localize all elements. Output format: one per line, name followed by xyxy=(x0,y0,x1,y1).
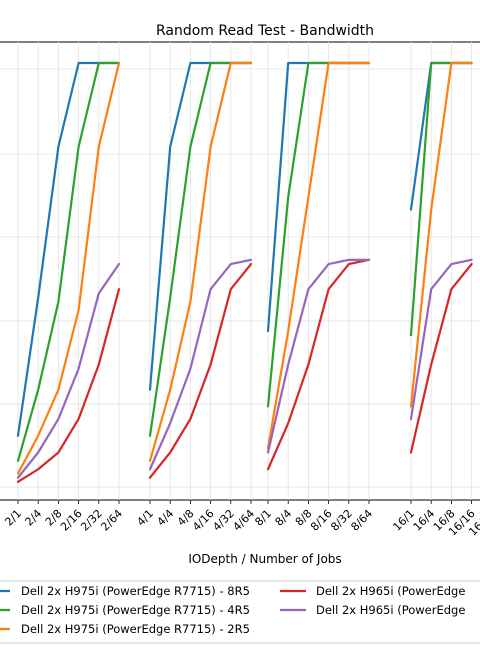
x-tick-label: 4/32 xyxy=(210,507,237,534)
series-line-4 xyxy=(16,288,121,483)
x-tick-label: 4/4 xyxy=(155,507,177,529)
series-line-2 xyxy=(148,61,253,437)
series-line-5 xyxy=(409,258,473,421)
x-tick-label: 4/16 xyxy=(190,507,217,534)
legend: Dell 2x H975i (PowerEdge R7715) - 8R5 Del… xyxy=(0,580,480,644)
x-tick-label: 16/1 xyxy=(390,507,417,534)
x-tick-label: 16/4 xyxy=(411,507,438,534)
legend-label: Dell 2x H975i (PowerEdge R7715) - 8R5 xyxy=(21,584,250,598)
series-line-4 xyxy=(409,262,473,454)
series-line-5 xyxy=(148,258,253,471)
legend-box xyxy=(0,580,480,644)
series-line-1 xyxy=(266,61,371,333)
x-tick-label: 4/1 xyxy=(134,507,156,529)
series-line-5 xyxy=(266,258,371,454)
x-tick-label: 8/4 xyxy=(273,507,295,529)
x-tick-label: 8/16 xyxy=(308,507,335,534)
series-line-3 xyxy=(266,61,371,450)
x-tick-label: 2/16 xyxy=(58,507,85,534)
x-tick-label: 2/64 xyxy=(98,507,125,534)
legend-label: Dell 2x H975i (PowerEdge R7715) - 2R5 xyxy=(21,622,250,636)
x-tick-label: 8/1 xyxy=(252,507,274,529)
plot-frame xyxy=(0,41,480,501)
series-line-3 xyxy=(148,61,253,462)
legend-label: Dell 2x H965i (PowerEdge xyxy=(316,584,465,598)
series-line-5 xyxy=(16,262,121,479)
x-tick-label: 2/32 xyxy=(78,507,105,534)
x-tick-label: 2/1 xyxy=(2,507,24,529)
series-line-4 xyxy=(266,258,371,471)
chart-title: Random Read Test - Bandwidth xyxy=(156,23,374,39)
x-tick-label: 8/64 xyxy=(348,507,375,534)
series-line-2 xyxy=(16,61,121,462)
x-axis-label: IODepth / Number of Jobs xyxy=(188,552,341,566)
x-tick-label: 8/32 xyxy=(328,507,355,534)
series-line-2 xyxy=(409,61,473,337)
legend-label: Dell 2x H975i (PowerEdge R7715) - 4R5 xyxy=(21,603,250,617)
series-line-3 xyxy=(409,61,473,408)
legend-label: Dell 2x H965i (PowerEdge xyxy=(316,603,465,617)
series-line-3 xyxy=(16,61,121,475)
x-tick-label: 2/4 xyxy=(23,507,45,529)
series-line-1 xyxy=(16,61,121,437)
plot-area: 2/12/42/82/162/322/64 4/14/44/84/164/324/… xyxy=(0,41,480,539)
series-line-4 xyxy=(148,262,253,479)
